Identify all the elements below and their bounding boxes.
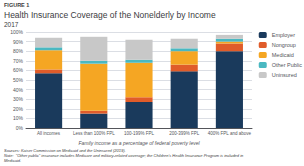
svg-text:Medicaid: Medicaid: [272, 52, 294, 58]
svg-text:Nongroup: Nongroup: [272, 42, 296, 48]
svg-text:All incomes: All incomes: [37, 131, 61, 136]
svg-text:Other Public: Other Public: [272, 62, 303, 68]
svg-text:FIGURE 1: FIGURE 1: [4, 2, 29, 8]
svg-text:100-199% FPL: 100-199% FPL: [124, 131, 155, 136]
svg-text:10%: 10%: [13, 115, 24, 121]
svg-text:Health Insurance Coverage of t: Health Insurance Coverage of the Nonelde…: [4, 10, 216, 20]
svg-text:0%: 0%: [16, 125, 24, 131]
svg-text:Sources: Kaiser Commission on: Sources: Kaiser Commission on Medicaid a…: [4, 147, 126, 153]
svg-text:400% FPL and above: 400% FPL and above: [208, 131, 252, 136]
svg-text:70%: 70%: [13, 58, 24, 64]
svg-text:40%: 40%: [13, 87, 24, 93]
svg-text:2017: 2017: [4, 21, 19, 28]
svg-text:80%: 80%: [13, 48, 24, 54]
svg-text:50%: 50%: [13, 77, 24, 83]
svg-text:Less than 100% FPL: Less than 100% FPL: [73, 131, 115, 136]
svg-text:Note: "Other public" insuranc: Note: "Other public" insurance includes …: [4, 153, 244, 158]
svg-text:Uninsured: Uninsured: [272, 72, 297, 78]
svg-text:Family income as a percentage: Family income as a percentage of federal…: [78, 140, 200, 146]
svg-text:90%: 90%: [13, 39, 24, 45]
svg-text:200-399% FPL: 200-399% FPL: [169, 131, 200, 136]
svg-text:Employer: Employer: [272, 32, 295, 38]
svg-text:30%: 30%: [13, 96, 24, 102]
svg-text:20%: 20%: [13, 106, 24, 112]
svg-text:60%: 60%: [13, 67, 24, 73]
svg-text:Medicaid.: Medicaid.: [4, 158, 21, 163]
svg-text:100%: 100%: [10, 29, 23, 35]
